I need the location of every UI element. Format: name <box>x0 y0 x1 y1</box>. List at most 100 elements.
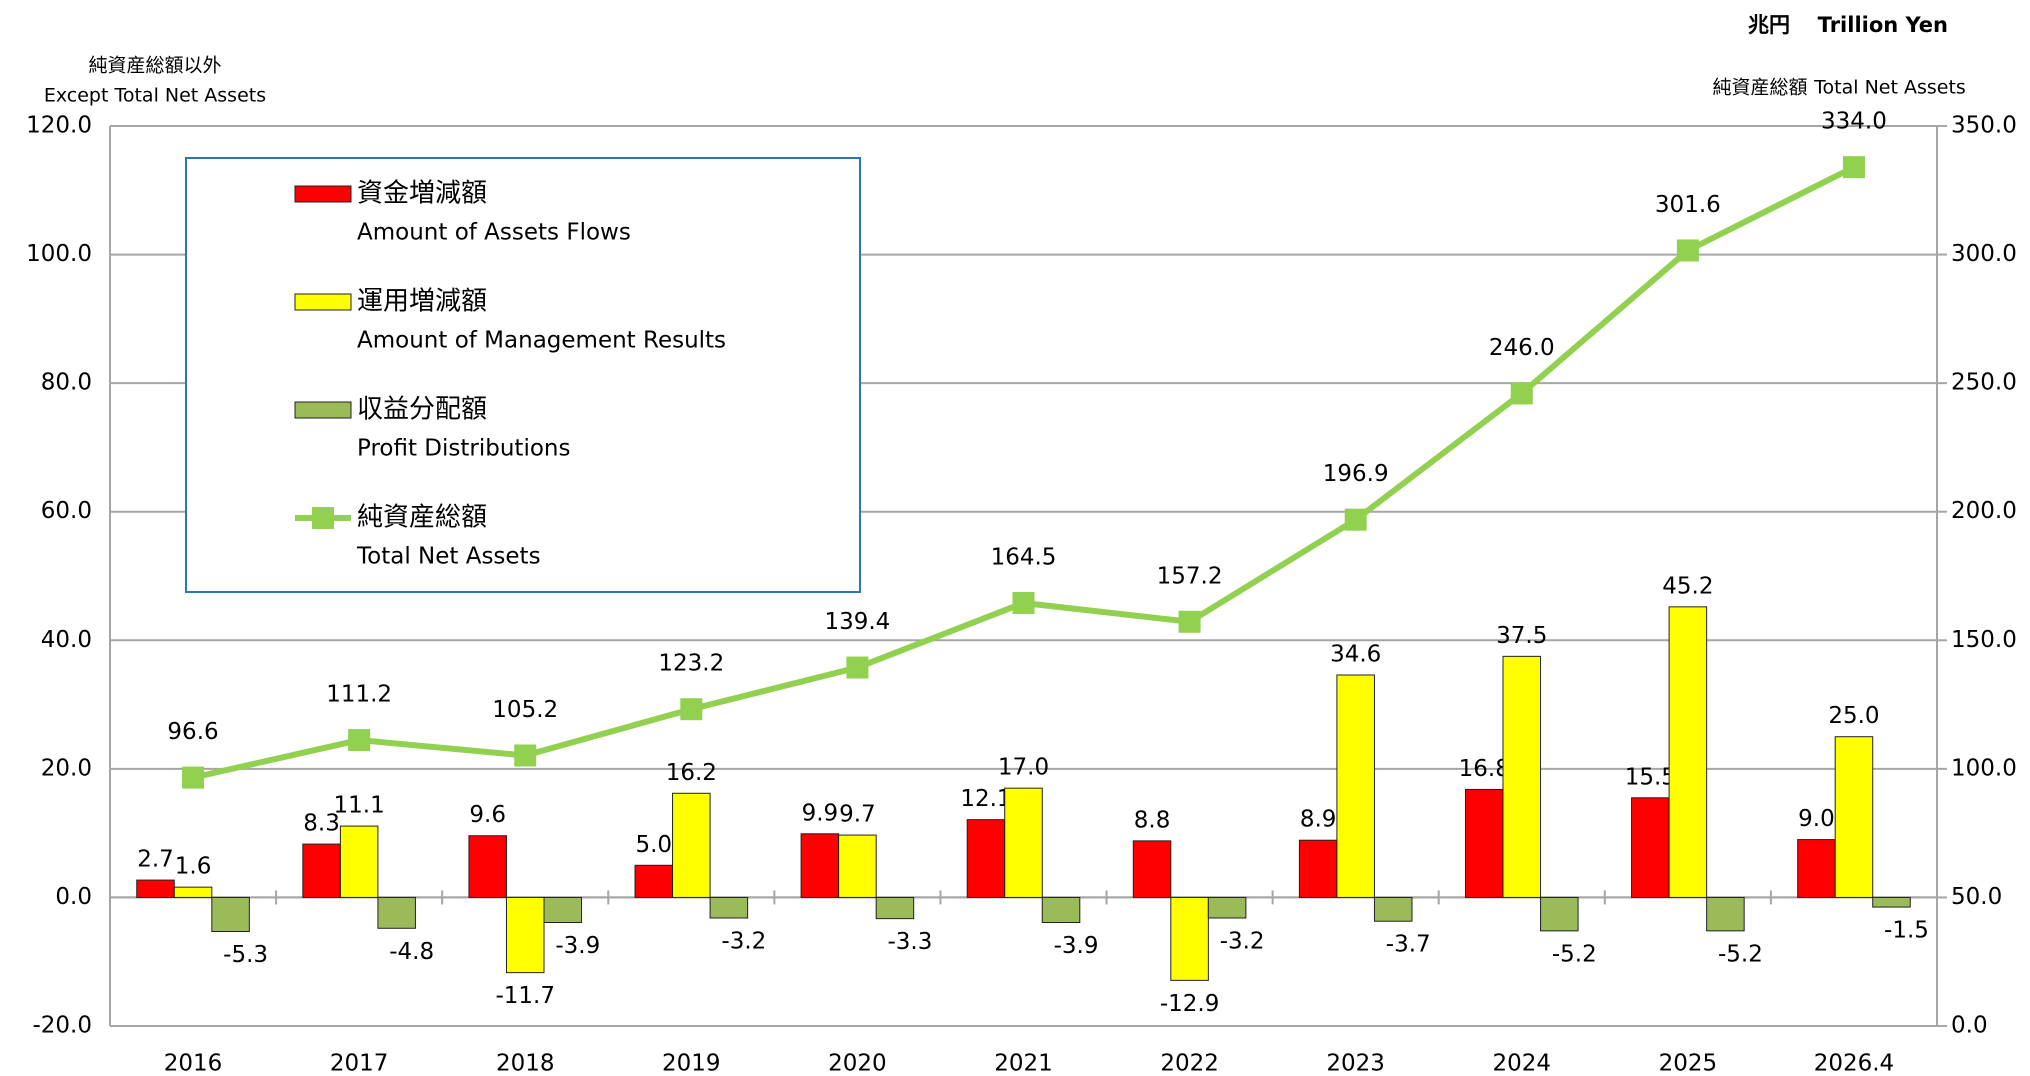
bar <box>1373 896 1413 922</box>
data-label: -1.5 <box>1884 918 1929 944</box>
data-label: -5.2 <box>1718 941 1763 967</box>
marker <box>1344 508 1367 531</box>
data-label: 1.6 <box>175 854 212 880</box>
legend-label: 資金増減額 <box>357 179 487 209</box>
y2-axis-label-ja: 純資産総額 <box>1712 77 1807 99</box>
data-label: -3.2 <box>1220 929 1265 955</box>
bar <box>875 896 915 920</box>
bar <box>302 843 341 898</box>
bar <box>1834 736 1874 898</box>
unit-ja: 兆円 <box>1748 13 1790 37</box>
y-tick-label: 100.0 <box>26 241 92 267</box>
x-tick-label: 2023 <box>1326 1051 1385 1076</box>
data-label: 16.2 <box>666 760 717 786</box>
data-label: 12.1 <box>960 786 1011 812</box>
bar <box>339 825 379 898</box>
x-tick-label: 2020 <box>828 1051 887 1076</box>
data-label: -3.9 <box>555 933 600 959</box>
legend-swatch <box>294 293 352 311</box>
data-label: 96.6 <box>167 719 218 745</box>
x-tick-label: 2025 <box>1659 1051 1718 1076</box>
bar <box>173 886 213 898</box>
y2-axis-label-en: Total Net Assets <box>1813 77 1966 99</box>
y2-tick-label: 100.0 <box>1951 755 2017 781</box>
data-label: 9.9 <box>802 800 839 826</box>
bar <box>1540 896 1579 932</box>
legend-swatch <box>294 401 352 419</box>
bar <box>211 896 250 933</box>
data-label: 9.6 <box>469 802 506 828</box>
data-label: -3.9 <box>1054 933 1099 959</box>
y-axis-label-en: Except Total Net Assets <box>44 85 266 107</box>
y2-tick-label: 300.0 <box>1951 241 2017 267</box>
legend-label: 純資産総額 <box>357 503 487 533</box>
bar <box>1872 896 1911 908</box>
bar <box>1041 896 1081 924</box>
bar <box>1170 896 1209 981</box>
data-label: 111.2 <box>326 682 392 708</box>
marker <box>514 744 537 767</box>
data-label: 5.0 <box>635 832 672 858</box>
data-label: 11.1 <box>334 793 385 819</box>
bar <box>1797 839 1836 898</box>
marker <box>1510 382 1533 405</box>
x-tick-label: 2021 <box>994 1051 1053 1076</box>
marker <box>1012 592 1035 614</box>
data-label: 17.0 <box>998 755 1049 781</box>
bar <box>1464 788 1504 898</box>
data-label: 37.5 <box>1496 623 1547 649</box>
data-label: -12.9 <box>1160 991 1220 1017</box>
data-label: -3.2 <box>721 929 766 955</box>
data-label: 157.2 <box>1157 563 1223 589</box>
legend-swatch <box>294 185 352 203</box>
y-tick-label: 0.0 <box>55 884 92 910</box>
bar <box>468 835 507 898</box>
data-label: 45.2 <box>1662 573 1713 599</box>
data-label: 123.2 <box>658 651 724 677</box>
x-tick-label: 2024 <box>1492 1051 1551 1076</box>
y-axis-label-ja: 純資産総額以外 <box>88 55 221 77</box>
bar <box>1207 896 1247 919</box>
data-label: 8.9 <box>1300 807 1337 833</box>
x-tick-label: 2019 <box>662 1051 721 1076</box>
marker <box>680 698 703 721</box>
legend-label: 運用増減額 <box>357 287 487 317</box>
y2-tick-label: 50.0 <box>1951 884 2002 910</box>
bar <box>543 896 583 924</box>
legend-label-en: Amount of Assets Flows <box>357 220 631 246</box>
y2-tick-label: 150.0 <box>1951 627 2017 653</box>
bar <box>800 833 840 898</box>
x-tick-label: 2018 <box>496 1051 555 1076</box>
legend-label-en: Profit Distributions <box>357 436 570 462</box>
data-label: 8.3 <box>303 811 340 837</box>
data-label: 9.0 <box>1798 806 1835 832</box>
marker <box>348 729 371 752</box>
y2-tick-label: 200.0 <box>1951 498 2017 524</box>
bar <box>1631 797 1670 898</box>
marker <box>846 656 869 679</box>
marker <box>1842 156 1865 179</box>
x-tick-label: 2026.4 <box>1814 1051 1894 1076</box>
bar <box>672 792 711 898</box>
y-tick-label: 80.0 <box>41 370 92 396</box>
x-tick-label: 2022 <box>1160 1051 1219 1076</box>
data-label: 8.8 <box>1134 807 1171 833</box>
data-label: 15.5 <box>1625 764 1676 790</box>
data-label: -3.3 <box>888 929 933 955</box>
y-tick-label: 60.0 <box>41 498 92 524</box>
legend-swatch <box>312 507 334 529</box>
marker <box>1178 610 1201 633</box>
bar <box>1502 655 1542 898</box>
y-tick-label: 40.0 <box>41 627 92 653</box>
x-tick-label: 2017 <box>330 1051 389 1076</box>
data-label: 16.8 <box>1459 756 1510 782</box>
y-tick-label: 20.0 <box>41 755 92 781</box>
bar <box>1706 896 1745 932</box>
bar <box>1668 606 1708 898</box>
y2-tick-label: 0.0 <box>1951 1013 1988 1039</box>
data-label: 34.6 <box>1330 642 1381 668</box>
data-label: -3.7 <box>1386 932 1431 958</box>
marker <box>1676 239 1699 262</box>
y2-tick-label: 250.0 <box>1951 370 2017 396</box>
